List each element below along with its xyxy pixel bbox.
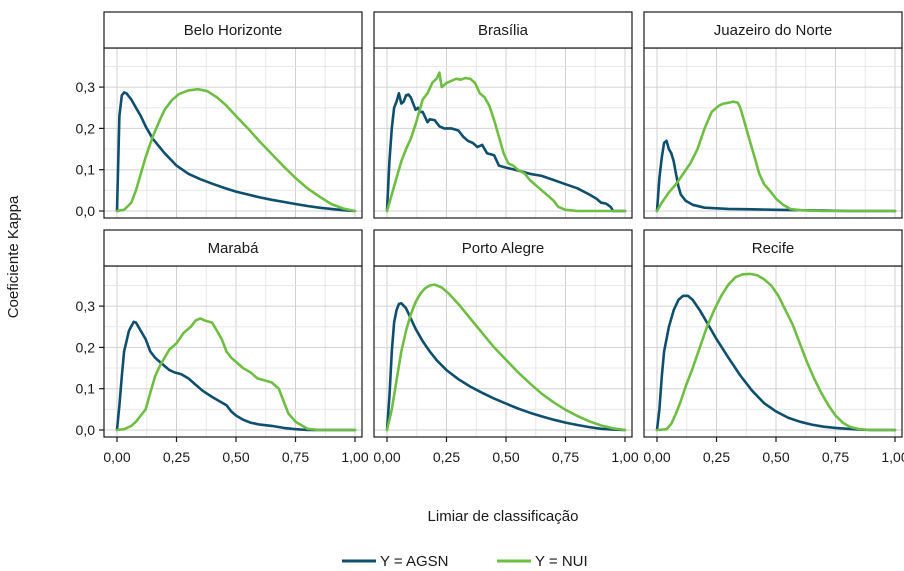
x-tick-label: 1,00 [611, 449, 638, 465]
y-tick-label: 0,3 [76, 298, 96, 314]
x-tick-label: 0,75 [822, 449, 849, 465]
facet-title: Porto Alegre [462, 240, 545, 257]
facet-title: Recife [752, 240, 795, 257]
facet-title: Juazeiro do Norte [714, 22, 832, 39]
x-tick-label: 0,00 [643, 449, 670, 465]
legend: Y = AGSN Y = NUI [342, 553, 588, 570]
facet-title: Belo Horizonte [184, 22, 282, 39]
legend-label-nui: Y = NUI [535, 553, 588, 570]
x-tick-label: 0,25 [163, 449, 190, 465]
x-tick-label: 0,50 [222, 449, 249, 465]
y-tick-label: 0,0 [76, 203, 96, 219]
x-tick-label: 0,75 [282, 449, 309, 465]
x-axis-title: Limiar de classificação [428, 508, 579, 525]
panel-juazeiro-do-norte: Juazeiro do Norte [644, 12, 902, 218]
panel-background [644, 48, 902, 218]
panel-maraba: Marabá [104, 230, 362, 437]
y-tick-label: 0,1 [76, 162, 96, 178]
x-tick-label: 1,00 [881, 449, 904, 465]
y-tick-label: 0,2 [76, 339, 96, 355]
panel-brasilia: Brasília [374, 12, 632, 218]
panel-background [104, 48, 362, 218]
panels-layer: Belo Horizonte Brasília Juazeiro do Norte M… [104, 12, 902, 437]
panel-belo-horizonte: Belo Horizonte [104, 12, 362, 218]
x-tick-label: 1,00 [341, 449, 368, 465]
y-axis-title: Coeficiente Kappa [5, 195, 22, 318]
y-tick-label: 0,3 [76, 79, 96, 95]
facet-title: Brasília [478, 22, 529, 39]
x-tick-label: 0,00 [373, 449, 400, 465]
panel-background [374, 266, 632, 437]
y-axis-ticks: 0,0 0,1 0,2 0,3 0,0 0,1 0,2 0,3 [76, 79, 104, 438]
y-tick-label: 0,1 [76, 381, 96, 397]
x-tick-label: 0,00 [103, 449, 130, 465]
legend-label-agsn: Y = AGSN [380, 553, 449, 570]
y-tick-label: 0,2 [76, 120, 96, 136]
x-tick-label: 0,25 [703, 449, 730, 465]
panel-recife: Recife [644, 230, 902, 437]
x-tick-label: 0,75 [552, 449, 579, 465]
x-tick-label: 0,25 [433, 449, 460, 465]
panel-background [644, 266, 902, 437]
x-tick-label: 0,50 [492, 449, 519, 465]
facet-title: Marabá [208, 240, 260, 257]
x-tick-label: 0,50 [762, 449, 789, 465]
y-tick-label: 0,0 [76, 422, 96, 438]
x-axis-ticks: 0,00 0,25 0,50 0,75 1,00 0,00 0,25 0,50 0,75 1,00… [103, 437, 904, 465]
panel-porto-alegre: Porto Alegre [374, 230, 632, 437]
